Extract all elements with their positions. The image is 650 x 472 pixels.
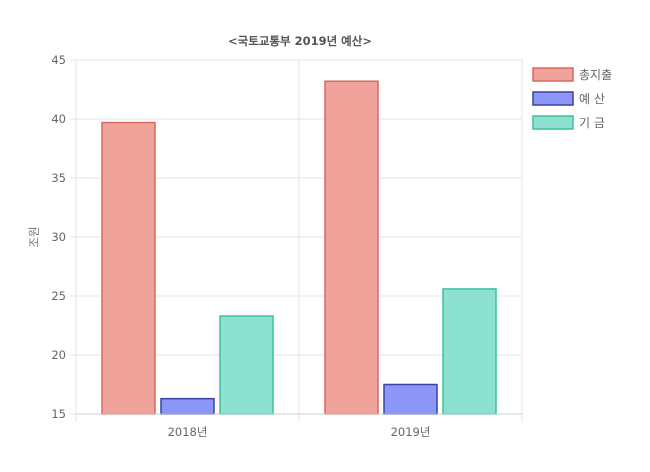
legend-swatch[interactable] [532,115,574,130]
legend-label[interactable]: 총지출 [579,68,612,82]
bar-0-2[interactable] [219,315,274,415]
bars [101,80,497,415]
legend-label[interactable]: 기 금 [579,116,605,130]
legend-swatch[interactable] [532,91,574,106]
bar-1-1[interactable] [383,383,438,415]
legend-swatch[interactable] [532,67,574,82]
bar-0-1[interactable] [160,397,215,415]
y-tick-label: 25 [51,289,66,303]
y-tick-label: 15 [51,407,66,421]
legend-label[interactable]: 예 산 [579,92,605,106]
bar-0-0[interactable] [101,121,156,415]
y-tick-label: 40 [51,112,66,126]
y-tick-label: 30 [51,230,66,244]
x-tick-label: 2019년 [391,425,431,439]
axes: 15 20 25 30 35 40 45 2018년 2019년 [51,53,522,439]
x-tick-label: 2018년 [168,425,208,439]
y-tick-label: 20 [51,348,66,362]
bar-1-0[interactable] [324,80,379,415]
y-tick-label: 45 [51,53,66,67]
y-tick-label: 35 [51,171,66,185]
bar-1-2[interactable] [442,288,497,415]
chart-title: <국토교통부 2019년 예산> [228,34,372,48]
y-axis-label: 조원 [27,226,41,247]
